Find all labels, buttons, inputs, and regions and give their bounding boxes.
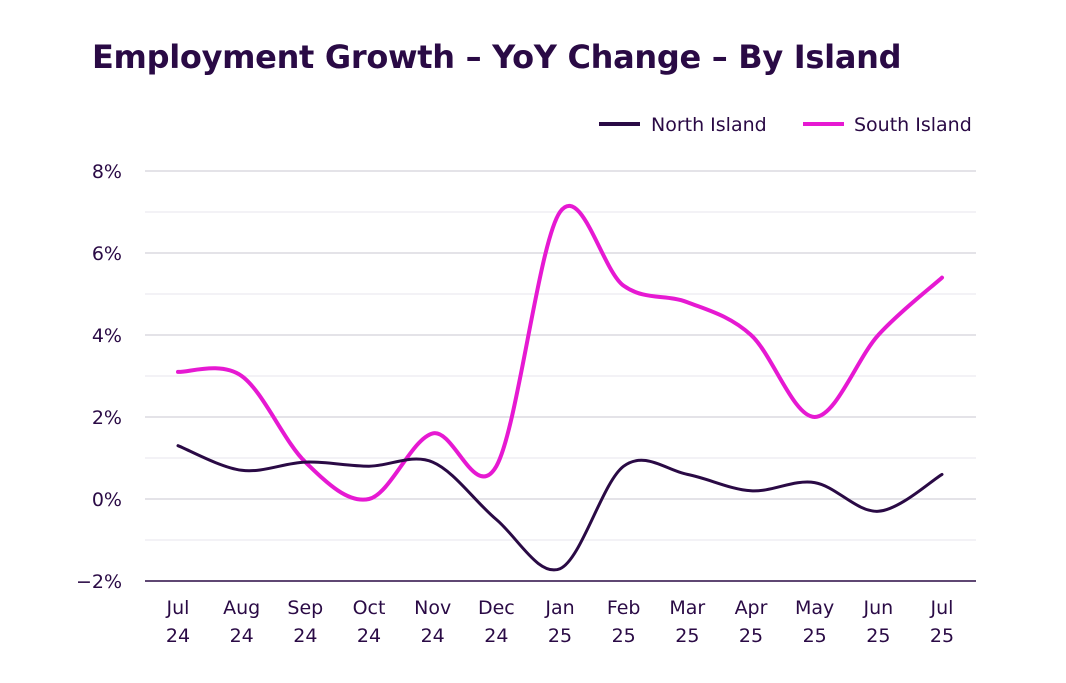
x-tick-label: Apr	[735, 597, 768, 619]
x-tick-label-year: 24	[421, 625, 445, 647]
x-tick-label: Aug	[223, 597, 260, 619]
y-tick-label: 2%	[92, 407, 122, 429]
x-tick-label-year: 24	[484, 625, 508, 647]
x-tick-label: Oct	[353, 597, 386, 619]
grid-lines	[145, 170, 976, 541]
x-tick-label-year: 25	[675, 625, 699, 647]
x-tick-label: Jul	[930, 597, 954, 619]
x-tick-label: Dec	[478, 597, 515, 619]
series-lines	[176, 203, 944, 572]
x-tick-label: Mar	[669, 597, 705, 619]
x-tick-label: Sep	[287, 597, 323, 619]
x-tick-label: Jan	[544, 597, 574, 619]
axes: −2% 0% 2% 4% 6% 8% Jul 24 Aug 24 Sep 24 Oct 24 Nov 24 De…	[76, 161, 976, 647]
y-tick-label: 8%	[92, 161, 122, 183]
y-tick-label: 0%	[92, 489, 122, 511]
chart-title: Employment Growth – YoY Change – By Isla…	[92, 38, 902, 76]
y-tick-label: 4%	[92, 325, 122, 347]
x-tick-label: Jul	[166, 597, 190, 619]
x-tick-label-year: 25	[612, 625, 636, 647]
x-tick-label-year: 24	[357, 625, 381, 647]
x-tick-label-year: 25	[739, 625, 763, 647]
legend: North Island South Island	[599, 114, 972, 136]
x-tick-label-year: 25	[930, 625, 954, 647]
legend-label-north-island: North Island	[651, 114, 767, 136]
x-tick-label: May	[795, 597, 834, 619]
legend-label-south-island: South Island	[854, 114, 972, 136]
x-tick-label-year: 25	[548, 625, 572, 647]
x-tick-label: Feb	[607, 597, 641, 619]
series-line-south-island	[176, 203, 944, 502]
x-tick-label-year: 24	[166, 625, 190, 647]
x-tick-label: Jun	[862, 597, 893, 619]
x-tick-label: Nov	[414, 597, 451, 619]
series-line-north-island	[176, 444, 944, 572]
y-tick-label: −2%	[76, 571, 122, 593]
x-tick-label-year: 24	[293, 625, 317, 647]
y-tick-label: 6%	[92, 243, 122, 265]
x-tick-label-year: 24	[230, 625, 254, 647]
x-tick-label-year: 25	[803, 625, 827, 647]
x-tick-label-year: 25	[866, 625, 890, 647]
